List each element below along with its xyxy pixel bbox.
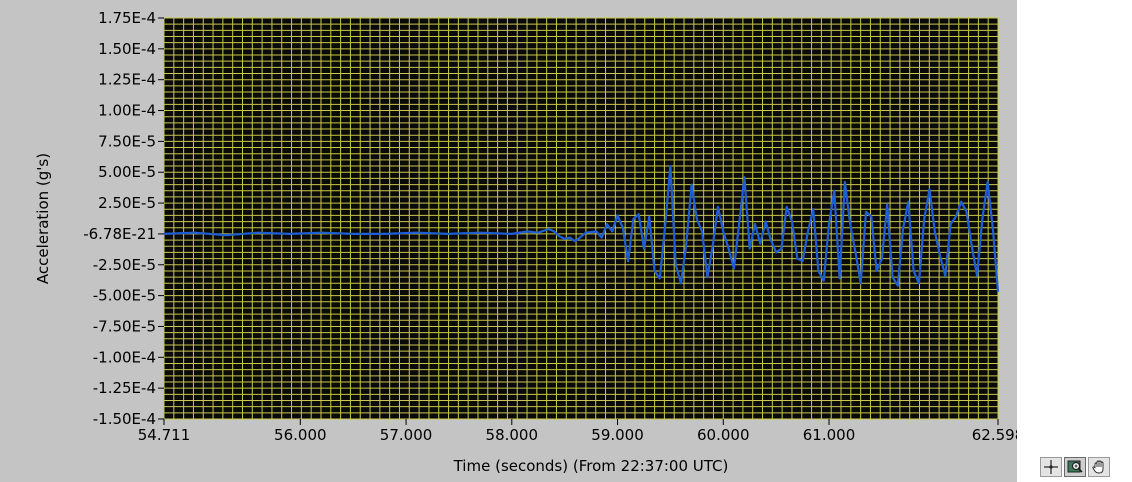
x-tick-label: 62.598 xyxy=(972,426,1017,444)
chart: 1.75E-4 1.50E-4 1.25E-4 1.00E-4 7.50E-5 5.00E… xyxy=(34,9,1017,475)
y-tick-label: 2.50E-5 xyxy=(98,194,156,212)
y-tick-label: -5.00E-5 xyxy=(93,287,156,305)
graph-palette xyxy=(1040,457,1110,477)
y-tick-label: 1.25E-4 xyxy=(98,71,156,89)
y-tick-label: 1.50E-4 xyxy=(98,40,156,58)
hand-pan-icon xyxy=(1092,460,1104,474)
y-tick-label: 7.50E-5 xyxy=(98,132,156,150)
plot-area[interactable] xyxy=(164,18,998,419)
y-tick-label: -1.50E-4 xyxy=(93,410,156,428)
zoom-icon xyxy=(1067,460,1083,473)
grid xyxy=(163,17,999,420)
x-tick-label: 61.000 xyxy=(803,426,856,444)
y-tick-label: -1.00E-4 xyxy=(93,348,156,366)
y-tick-label: 1.75E-4 xyxy=(98,9,156,27)
axis-ticks: 1.75E-4 1.50E-4 1.25E-4 1.00E-4 7.50E-5 5.00E… xyxy=(83,9,1017,444)
y-tick-label: -7.50E-5 xyxy=(93,317,156,335)
x-tick-label: 58.000 xyxy=(486,426,539,444)
waveform-graph: 1.75E-4 1.50E-4 1.25E-4 1.00E-4 7.50E-5 5.00E… xyxy=(0,0,1017,482)
x-tick-label: 56.000 xyxy=(274,426,327,444)
x-tick-label: 54.711 xyxy=(138,426,191,444)
y-tick-label: -6.78E-21 xyxy=(83,225,156,243)
zoom-tool-button[interactable] xyxy=(1064,457,1086,477)
cursor-tool-button[interactable] xyxy=(1040,457,1062,477)
x-tick-label: 57.000 xyxy=(380,426,433,444)
y-tick-label: -1.25E-4 xyxy=(93,379,156,397)
y-tick-label: 1.00E-4 xyxy=(98,102,156,120)
pan-tool-button[interactable] xyxy=(1088,457,1110,477)
y-tick-label: 5.00E-5 xyxy=(98,163,156,181)
y-tick-label: -2.50E-5 xyxy=(93,256,156,274)
x-axis-label: Time (seconds) (From 22:37:00 UTC) xyxy=(453,457,729,475)
x-tick-label: 60.000 xyxy=(697,426,750,444)
x-tick-label: 59.000 xyxy=(591,426,644,444)
y-axis-label: Acceleration (g's) xyxy=(34,153,52,284)
series-line xyxy=(163,165,1000,292)
crosshair-icon xyxy=(1044,460,1058,474)
